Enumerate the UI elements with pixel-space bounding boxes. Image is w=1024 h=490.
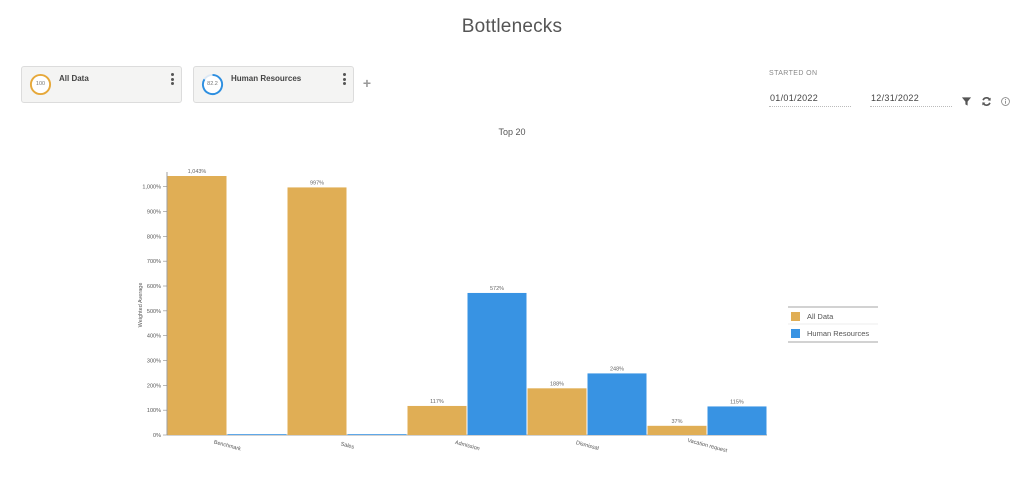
segment-card-human-resources[interactable]: 82.2 Human Resources xyxy=(193,66,354,103)
bar-human-resources xyxy=(707,406,767,435)
bar-all-data xyxy=(287,187,347,435)
y-tick-label: 700% xyxy=(147,259,161,265)
bar-human-resources xyxy=(467,292,527,435)
y-tick-label: 100% xyxy=(147,408,161,414)
x-tick-label: Benchmark xyxy=(213,440,242,453)
filter-icon[interactable] xyxy=(961,96,972,107)
x-tick-label: Sales xyxy=(340,441,355,450)
x-tick-label: Vacation request xyxy=(687,438,728,454)
y-tick-label: 600% xyxy=(147,284,161,290)
x-tick-label: Dismissal xyxy=(575,440,599,452)
legend-swatch xyxy=(791,329,800,338)
legend-swatch xyxy=(791,312,800,321)
data-label: 188% xyxy=(550,381,564,387)
bar-human-resources xyxy=(227,434,287,435)
bar-all-data xyxy=(527,388,587,435)
y-tick-label: 800% xyxy=(147,234,161,240)
kebab-menu-icon[interactable] xyxy=(169,73,175,87)
x-tick-label: Admission xyxy=(454,440,480,452)
legend-label: Human Resources xyxy=(807,329,869,338)
bar-all-data xyxy=(407,405,467,435)
data-label: 115% xyxy=(730,399,744,405)
page-title: Bottlenecks xyxy=(461,16,563,37)
y-tick-label: 900% xyxy=(147,210,161,216)
plus-icon[interactable]: + xyxy=(362,75,372,91)
segment-ring-icon xyxy=(201,73,224,96)
data-label: 248% xyxy=(610,366,624,372)
info-icon[interactable] xyxy=(1000,96,1011,107)
y-tick-label: 300% xyxy=(147,359,161,365)
y-tick-label: 0% xyxy=(153,433,161,439)
segment-ring-value: 100 xyxy=(35,81,46,87)
y-axis-label: Weighted Average xyxy=(138,283,144,328)
data-label: 572% xyxy=(490,286,504,292)
segment-ring-icon xyxy=(29,73,52,96)
end-date-input[interactable] xyxy=(870,90,952,107)
y-tick-label: 500% xyxy=(147,309,161,315)
data-label: 997% xyxy=(310,180,324,186)
y-tick-label: 1,000% xyxy=(142,185,161,191)
chart-title: Top 20 xyxy=(498,127,525,137)
data-label: 117% xyxy=(430,399,444,405)
bar-human-resources xyxy=(587,373,647,435)
y-tick-label: 200% xyxy=(147,383,161,389)
y-tick-label: 400% xyxy=(147,334,161,340)
bar-human-resources xyxy=(347,434,407,435)
bar-chart: Top 20 Weighted Average 0% 100% 200% 300% 40… xyxy=(138,127,878,454)
segment-ring-value: 82.2 xyxy=(207,81,218,87)
data-label: 1,043% xyxy=(188,169,207,175)
segment-label: All Data xyxy=(59,74,89,83)
data-label: 37% xyxy=(671,419,682,425)
legend-label: All Data xyxy=(807,312,834,321)
started-on-label: STARTED ON xyxy=(769,70,818,77)
bar-all-data xyxy=(647,425,707,435)
segment-card-all-data[interactable]: 100 All Data xyxy=(21,66,182,103)
segment-label: Human Resources xyxy=(231,74,302,83)
start-date-input[interactable] xyxy=(769,90,851,107)
refresh-icon[interactable] xyxy=(981,96,992,107)
kebab-menu-icon[interactable] xyxy=(341,73,347,87)
bar-all-data xyxy=(167,176,227,435)
